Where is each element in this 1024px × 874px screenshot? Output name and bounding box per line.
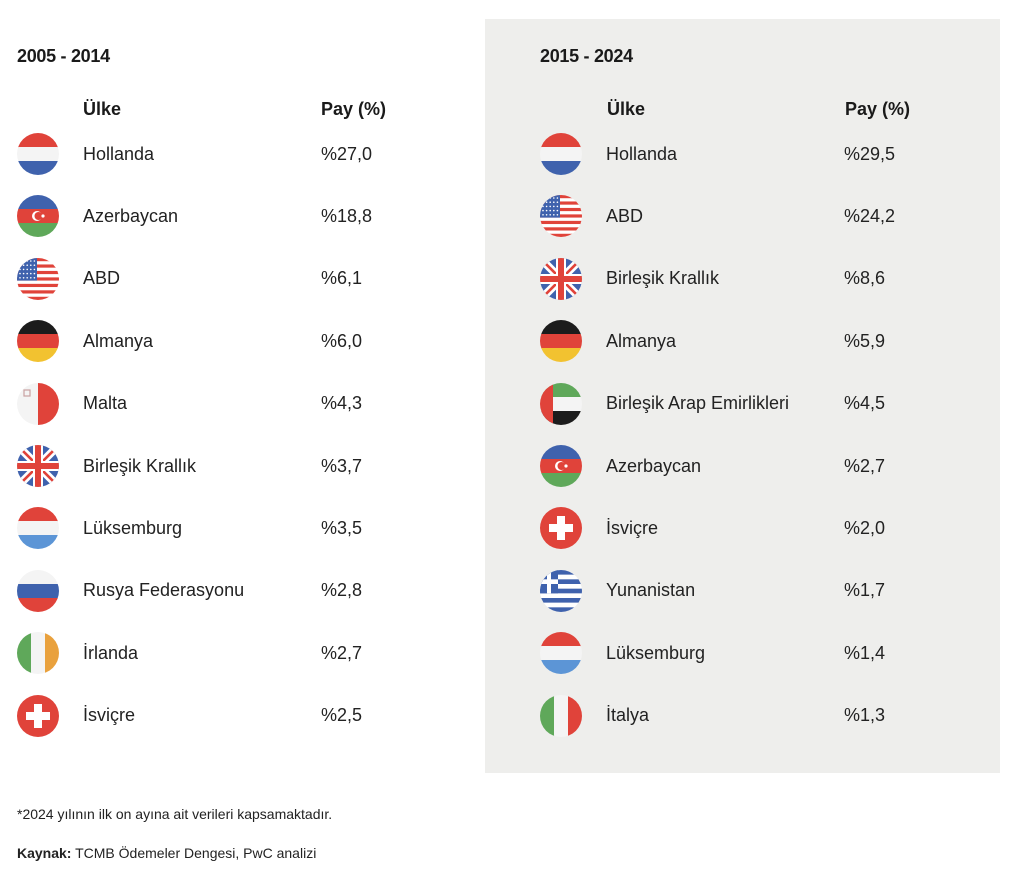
- table-row: Azerbaycan %2,7: [540, 444, 980, 488]
- table-row: ABD %24,2: [540, 194, 980, 238]
- share-value: %2,0: [844, 517, 886, 538]
- source-line: Kaynak: TCMB Ödemeler Dengesi, PwC anali…: [17, 845, 316, 861]
- table-row: İrlanda %2,7: [17, 631, 497, 675]
- footnote: *2024 yılının ilk on ayına ait verileri …: [17, 806, 333, 822]
- switzerland-flag-icon: [17, 694, 59, 737]
- table-row: Hollanda %29,5: [540, 132, 980, 176]
- share-value: %1,4: [844, 642, 886, 663]
- share-value: %2,5: [321, 705, 363, 726]
- table-row: Azerbaycan %18,8: [17, 194, 497, 238]
- share-value: %27,0: [321, 143, 373, 164]
- country-name: İsviçre: [606, 517, 659, 538]
- table-row: İtalya %1,3: [540, 694, 980, 738]
- table-row: Hollanda %27,0: [17, 132, 497, 176]
- share-value: %4,3: [321, 393, 363, 414]
- country-name: İrlanda: [83, 642, 139, 663]
- share-value: %24,2: [844, 205, 896, 226]
- country-name: Azerbaycan: [83, 205, 179, 226]
- country-name: Azerbaycan: [606, 455, 702, 476]
- share-value: %2,7: [321, 642, 363, 663]
- table-row: ABD %6,1: [17, 257, 497, 301]
- uk-flag-icon: [17, 445, 59, 487]
- table-row: Rusya Federasyonu %2,8: [17, 569, 497, 613]
- usa-flag-icon: [17, 257, 59, 300]
- country-name: Hollanda: [606, 143, 678, 164]
- share-value: %6,1: [321, 268, 363, 289]
- period-title: 2015 - 2024: [540, 46, 633, 66]
- country-name: Birleşik Arap Emirlikleri: [606, 393, 790, 414]
- greece-flag-icon: [540, 569, 582, 612]
- share-value: %29,5: [844, 143, 896, 164]
- country-name: Lüksemburg: [83, 517, 183, 538]
- table-row: Birleşik Arap Emirlikleri %4,5: [540, 382, 980, 426]
- source-text: TCMB Ödemeler Dengesi, PwC analizi: [71, 845, 317, 861]
- country-name: Almanya: [83, 330, 154, 351]
- column-header-country: Ülke: [607, 99, 646, 119]
- period-panel-2015-2024: 2015 - 2024 Ülke Pay (%) Hollanda %29,5 …: [485, 19, 1000, 773]
- column-header-share: Pay (%): [845, 99, 911, 119]
- table-row: Almanya %6,0: [17, 319, 497, 363]
- switzerland-flag-icon: [540, 507, 582, 550]
- netherlands-flag-icon: [17, 133, 59, 175]
- germany-flag-icon: [17, 320, 59, 363]
- share-value: %6,0: [321, 330, 363, 351]
- country-name: Birleşik Krallık: [83, 455, 197, 476]
- table-row: Birleşik Krallık %8,6: [540, 257, 980, 301]
- country-name: Almanya: [606, 330, 677, 351]
- table-row: Lüksemburg %3,5: [17, 506, 497, 550]
- netherlands-flag-icon: [540, 133, 582, 175]
- country-name: ABD: [606, 205, 644, 226]
- column-header-country: Ülke: [83, 99, 122, 119]
- country-name: Malta: [83, 393, 128, 414]
- share-value: %3,7: [321, 455, 363, 476]
- share-value: %3,5: [321, 517, 363, 538]
- source-label: Kaynak:: [17, 845, 72, 861]
- table-row: Birleşik Krallık %3,7: [17, 444, 497, 488]
- azerbaijan-flag-icon: [540, 445, 582, 487]
- country-name: Birleşik Krallık: [606, 268, 720, 289]
- share-value: %2,8: [321, 580, 363, 601]
- period-title: 2005 - 2014: [17, 46, 110, 66]
- period-panel-2005-2014: 2005 - 2014 Ülke Pay (%) Hollanda %27,0 …: [0, 19, 515, 773]
- italy-flag-icon: [540, 694, 582, 737]
- column-header-share: Pay (%): [321, 99, 387, 119]
- share-value: %4,5: [844, 393, 886, 414]
- uae-flag-icon: [540, 382, 582, 425]
- share-value: %5,9: [844, 330, 886, 351]
- table-row: Yunanistan %1,7: [540, 569, 980, 613]
- table-row: Lüksemburg %1,4: [540, 631, 980, 675]
- country-name: Rusya Federasyonu: [83, 580, 245, 601]
- country-name: İtalya: [606, 705, 650, 726]
- share-value: %18,8: [321, 205, 373, 226]
- uk-flag-icon: [540, 257, 582, 300]
- ireland-flag-icon: [17, 632, 59, 675]
- share-value: %8,6: [844, 268, 886, 289]
- luxembourg-flag-icon: [17, 507, 59, 550]
- country-name: ABD: [83, 268, 121, 289]
- azerbaijan-flag-icon: [17, 195, 59, 238]
- table-row: İsviçre %2,0: [540, 506, 980, 550]
- usa-flag-icon: [540, 195, 582, 238]
- malta-flag-icon: [17, 382, 59, 425]
- share-value: %2,7: [844, 455, 886, 476]
- luxembourg-flag-icon: [540, 632, 582, 675]
- russia-flag-icon: [17, 569, 59, 612]
- germany-flag-icon: [540, 320, 582, 363]
- country-name: Yunanistan: [606, 580, 696, 601]
- share-value: %1,7: [844, 580, 886, 601]
- country-name: Hollanda: [83, 143, 155, 164]
- share-value: %1,3: [844, 705, 886, 726]
- table-row: İsviçre %2,5: [17, 694, 497, 738]
- table-row: Malta %4,3: [17, 382, 497, 426]
- table-row: Almanya %5,9: [540, 319, 980, 363]
- country-name: İsviçre: [83, 705, 136, 726]
- country-name: Lüksemburg: [606, 642, 706, 663]
